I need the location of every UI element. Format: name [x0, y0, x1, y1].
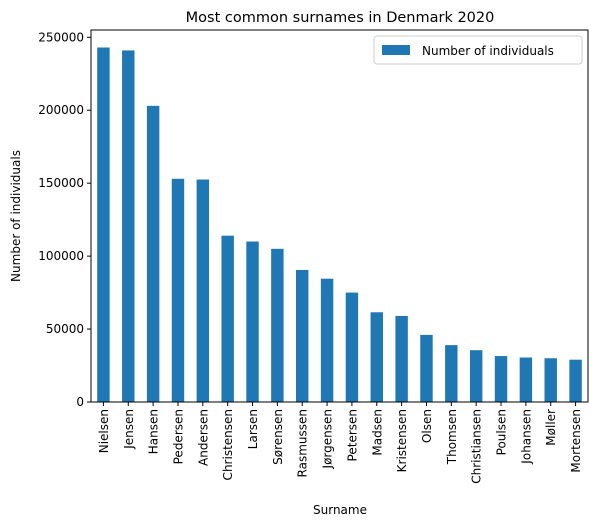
x-tick-label: Olsen — [420, 409, 434, 443]
bar-jensen — [122, 50, 135, 403]
x-tick-label: Andersen — [196, 409, 210, 466]
y-tick-label: 0 — [76, 395, 84, 409]
x-axis-label: Surname — [313, 503, 367, 517]
bar-poulsen — [494, 356, 508, 402]
x-tick-label: Nielsen — [97, 409, 111, 453]
bar-mortensen — [569, 359, 582, 402]
x-tick-label: Christiansen — [470, 409, 484, 484]
x-tick-label: Larsen — [246, 409, 260, 449]
bar-nielsen — [97, 47, 110, 402]
y-tick-label: 150000 — [38, 176, 84, 190]
legend-box — [373, 35, 583, 65]
bar-jørgensen — [320, 278, 334, 402]
bar-madsen — [370, 312, 383, 402]
bar-andersen — [196, 179, 210, 402]
x-tick-label: Poulsen — [495, 409, 509, 455]
bar-thomsen — [445, 345, 458, 402]
x-tick-label: Petersen — [345, 409, 359, 461]
bar-pedersen — [171, 178, 185, 402]
y-tick-label: 250000 — [38, 30, 84, 44]
legend-label: Number of individuals — [422, 44, 554, 58]
bar-sørensen — [271, 248, 284, 402]
x-tick-label: Sørensen — [271, 409, 285, 465]
x-tick-label: Hansen — [147, 409, 161, 454]
x-tick-label: Jensen — [122, 409, 136, 450]
y-tick-label: 100000 — [38, 249, 84, 263]
x-tick-label: Thomsen — [445, 409, 459, 465]
x-tick-label: Jørgensen — [321, 409, 335, 469]
bar-christensen — [221, 235, 234, 402]
bar-møller — [544, 358, 557, 402]
bar-kristensen — [395, 315, 408, 402]
x-tick-label: Rasmussen — [296, 409, 310, 477]
y-tick-label: 200000 — [38, 103, 84, 117]
chart-title: Most common surnames in Denmark 2020 — [186, 10, 495, 26]
x-axis: Nielsen Jensen Hansen Pedersen Andersen Chris… — [97, 402, 583, 484]
x-tick-label: Møller — [544, 409, 558, 446]
x-tick-label: Madsen — [370, 409, 384, 456]
x-tick-label: Johansen — [519, 409, 533, 465]
bar-christiansen — [469, 350, 483, 402]
bar-olsen — [420, 334, 433, 402]
x-tick-label: Mortensen — [569, 409, 583, 473]
bar-petersen — [345, 292, 359, 402]
x-tick-label: Christensen — [221, 409, 235, 480]
bar-johansen — [519, 357, 533, 402]
legend-swatch — [382, 45, 410, 55]
x-tick-label: Pedersen — [171, 409, 185, 464]
plot-frame — [90, 29, 589, 403]
x-tick-label: Kristensen — [395, 409, 409, 472]
bar-larsen — [246, 241, 259, 402]
bar-hansen — [146, 105, 160, 403]
y-axis: 0 50000 100000 150000 200000 250000 — [38, 30, 91, 409]
y-axis-label: Number of individuals — [9, 150, 23, 282]
legend: Number of individuals — [373, 35, 583, 65]
bars-group — [97, 47, 582, 403]
y-tick-label: 50000 — [46, 322, 84, 336]
bar-rasmussen — [296, 269, 309, 402]
